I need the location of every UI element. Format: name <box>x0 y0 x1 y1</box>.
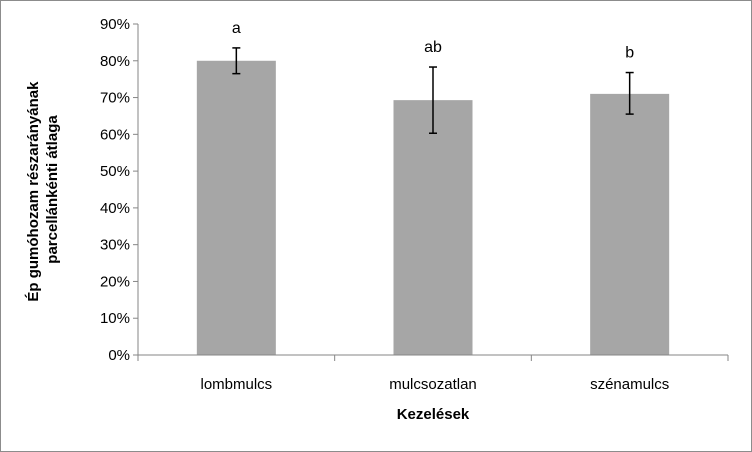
y-axis-title: Ép gumóhozam részarányának parcellánként… <box>25 77 61 301</box>
significance-labels: a ab b <box>232 20 634 62</box>
y-tick-label: 70% <box>100 90 130 107</box>
x-tick-label: szénamulcs <box>590 376 669 393</box>
y-tick-label: 40% <box>100 200 130 217</box>
significance-label: a <box>232 20 241 37</box>
x-axis-title: Kezelések <box>397 406 470 423</box>
y-tick-label: 80% <box>100 53 130 70</box>
y-tick-label: 50% <box>100 163 130 180</box>
y-tick-label: 20% <box>100 273 130 290</box>
bar <box>590 93 670 355</box>
bar <box>393 100 473 355</box>
error-bars <box>232 47 634 134</box>
bars <box>196 60 670 356</box>
y-tick-label: 90% <box>100 16 130 33</box>
x-tick-label: lombmulcs <box>200 376 272 393</box>
y-axis-title-line-2: parcellánkénti átlaga <box>44 115 61 264</box>
y-tick-label: 60% <box>100 126 130 143</box>
significance-label: ab <box>424 39 442 56</box>
significance-label: b <box>625 45 634 62</box>
y-axis-title-line-1: Ép gumóhozam részarányának <box>25 81 42 302</box>
y-axis-ticks: 0% 10% 20% 30% 40% 50% 60% 70% 80% 90% <box>100 16 729 364</box>
bar <box>196 60 276 356</box>
y-tick-label: 0% <box>108 347 130 364</box>
y-tick-label: 10% <box>100 310 130 327</box>
x-tick-label: mulcsozatlan <box>389 376 477 393</box>
y-tick-label: 30% <box>100 237 130 254</box>
x-axis-tick-labels: lombmulcs mulcsozatlan szénamulcs <box>200 376 669 393</box>
